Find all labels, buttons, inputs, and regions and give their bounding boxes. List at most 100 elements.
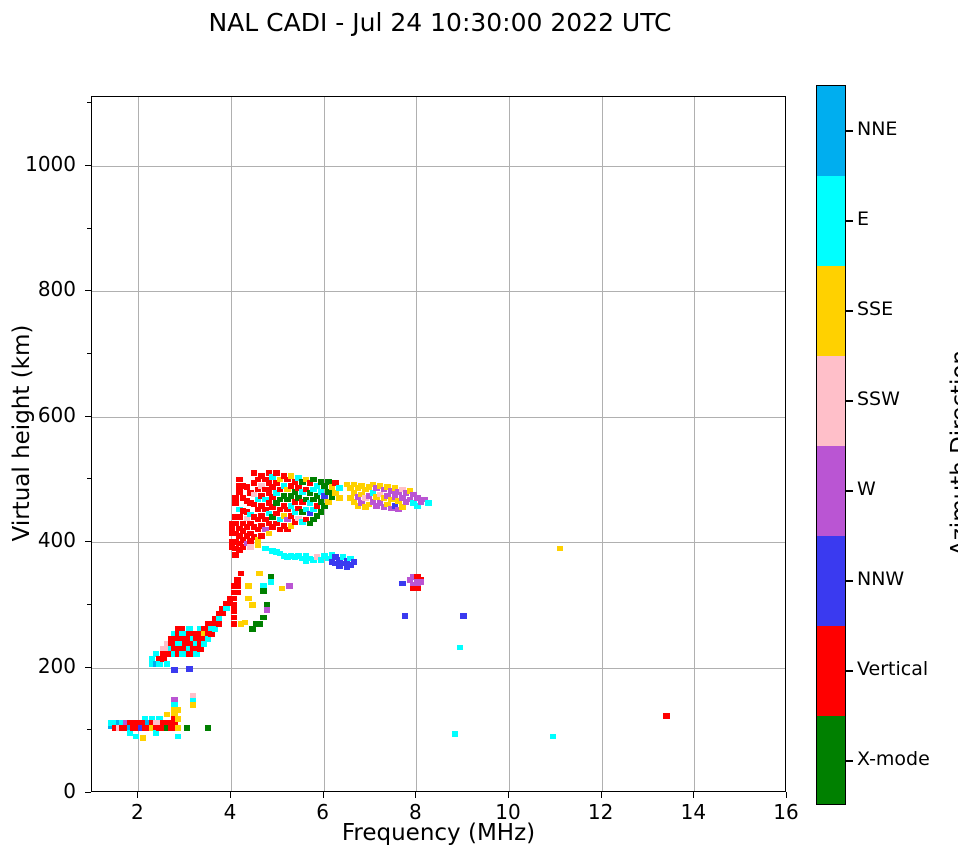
data-point [171,635,178,642]
data-point [414,503,421,509]
data-point [152,650,160,657]
data-point [321,503,328,509]
colorbar-tick [846,220,853,222]
colorbar-segment-nne[interactable] [817,86,845,176]
data-point [171,630,178,637]
data-point [197,630,204,637]
data-point [265,530,273,537]
colorbar[interactable] [816,85,846,805]
data-point [174,716,182,722]
data-point [236,540,243,547]
colorbar-segment-sse[interactable] [817,266,845,356]
data-point [351,490,358,497]
data-point [291,519,299,525]
colorbar-segment-nnw[interactable] [817,536,845,626]
data-point [137,719,145,726]
y-axis-tick-label: 800 [37,277,76,302]
data-point [148,655,156,662]
data-point [171,697,178,704]
y-axis-minor-tick [87,102,91,104]
data-point [178,625,186,632]
data-point [269,514,276,520]
data-point [343,481,351,488]
data-point [182,640,189,647]
data-point [126,724,134,731]
colorbar-segment-w[interactable] [817,446,845,536]
data-point [208,625,215,632]
data-point [219,605,226,612]
data-point [325,499,332,505]
y-axis-label: Virtual height (km) [9,324,35,542]
x-axis-label: Frequency (MHz) [341,820,536,846]
data-point [160,650,167,657]
data-point [152,719,160,726]
data-point [373,503,380,509]
data-point [182,635,189,642]
data-point [291,489,299,495]
plot-area[interactable] [91,96,786,792]
data-point [295,505,302,512]
data-point [193,640,200,647]
data-point [228,530,236,537]
data-point [254,541,262,548]
colorbar-segment-e[interactable] [817,176,845,266]
data-point [306,490,313,497]
colorbar-tick [846,670,853,672]
colorbar-tick [846,580,853,582]
data-point [232,514,239,520]
data-point [250,534,258,540]
colorbar-label: Azimuth Direction [947,350,958,556]
x-axis-tick [137,792,139,798]
data-point [343,558,351,564]
data-point [269,484,276,490]
data-point [156,719,163,726]
data-point [256,570,263,577]
data-point [410,491,417,498]
data-point [284,554,291,561]
data-point [269,474,276,480]
data-point [182,650,189,657]
data-point [280,553,288,559]
data-point [174,650,182,657]
data-point [351,481,358,488]
data-point [123,719,130,726]
gridline-vertical [694,97,696,791]
x-axis-tick [693,792,695,798]
data-point [186,650,193,657]
data-point [260,583,267,589]
data-point [313,554,321,561]
data-point [250,491,258,498]
data-point [193,645,200,652]
data-point [119,724,126,731]
data-point [134,724,141,731]
data-point [145,724,152,731]
colorbar-segment-x-mode[interactable] [817,716,845,804]
data-point [167,645,174,652]
colorbar-segment-ssw[interactable] [817,356,845,446]
y-axis-minor-tick [87,603,91,605]
data-point [328,551,336,558]
data-point [204,625,212,632]
data-point [269,524,276,530]
data-point [399,580,406,587]
data-point [354,485,362,492]
data-point [362,495,369,502]
data-point [247,530,254,537]
data-point [410,500,417,507]
data-point [230,589,238,596]
x-axis-tick [322,792,324,798]
data-point [189,645,197,652]
colorbar-segment-vertical[interactable] [817,626,845,716]
data-point [245,583,252,589]
y-axis-tick-label: 400 [37,528,76,553]
data-point [388,505,395,512]
data-point [156,724,163,731]
data-point [174,635,182,642]
data-point [291,479,299,485]
data-point [310,496,317,503]
data-point [384,492,391,499]
data-point [269,548,276,554]
data-point [321,553,328,559]
data-point [156,655,163,662]
data-point [384,501,391,508]
